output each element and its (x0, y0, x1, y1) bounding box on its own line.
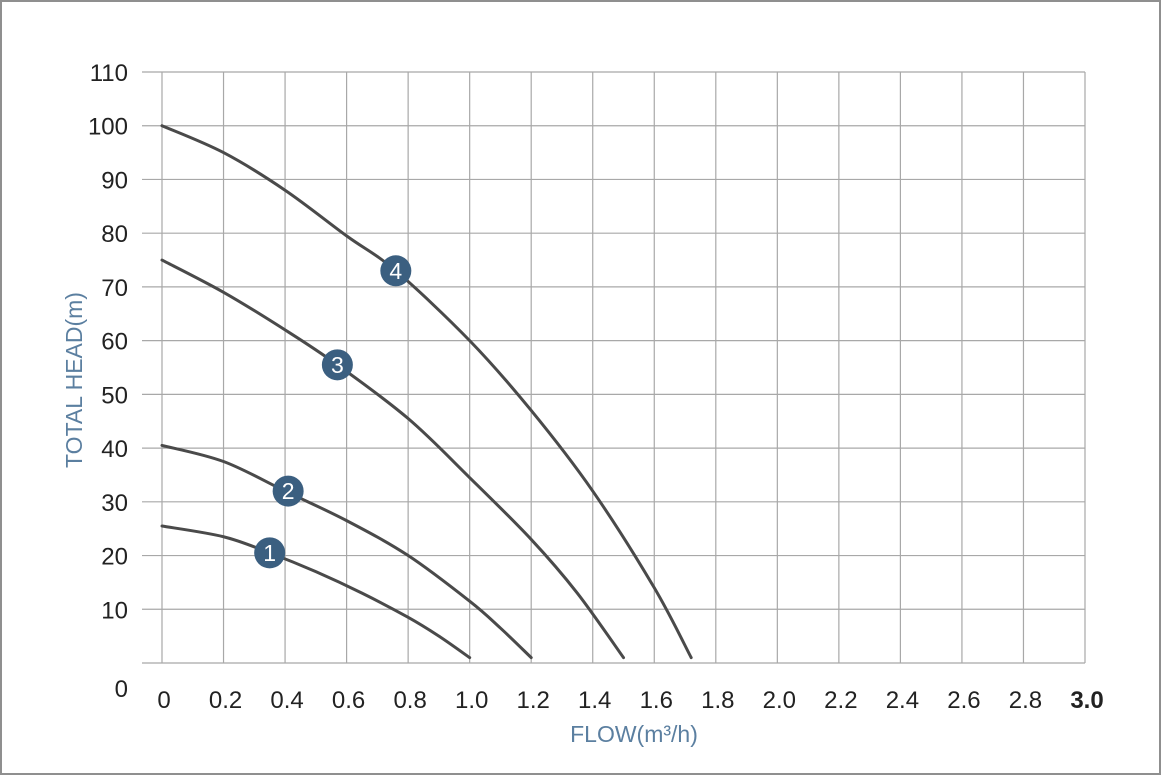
x-tick-label: 0 (157, 687, 170, 714)
marker-label: 1 (263, 540, 276, 566)
y-tick-label: 40 (101, 436, 128, 463)
marker-label: 3 (331, 352, 344, 378)
x-tick-label: 0.4 (270, 687, 303, 714)
x-tick-label: 1.8 (701, 687, 734, 714)
y-tick-label: 80 (101, 221, 128, 248)
chart-grid (142, 71, 1086, 664)
y-tick-label: 110 (90, 60, 128, 87)
x-tick-label: 0.6 (332, 687, 365, 714)
marker-label: 2 (282, 478, 295, 504)
x-tick-label: 2.0 (763, 687, 796, 714)
y-tick-label: 20 (101, 544, 128, 571)
curves (160, 124, 693, 660)
curve-marker-4: 4 (380, 255, 412, 287)
x-tick-label: 2.6 (947, 687, 980, 714)
y-tick-label: 90 (101, 167, 128, 194)
y-tick-label: 50 (101, 382, 128, 409)
x-axis-label: FLOW(m³/h) (570, 721, 698, 747)
x-tick-label: 0.8 (393, 687, 426, 714)
y-axis-label: TOTAL HEAD(m) (61, 292, 87, 468)
y-tick-label: 100 (88, 114, 128, 141)
x-tick-label: 0.2 (209, 687, 242, 714)
x-tick-label: 1.6 (640, 687, 673, 714)
x-tick-label: 1.4 (578, 687, 611, 714)
curve-1 (160, 524, 472, 660)
x-axis-ticks: 0 0.2 0.4 0.6 0.8 1.0 1.2 1.4 1.6 1.8 2.0 2.2 2.4 2.6… (157, 687, 1103, 714)
y-tick-label: 10 (101, 597, 128, 624)
y-tick-label: 0 (115, 676, 128, 703)
marker-circle (272, 475, 304, 507)
marker-circle (380, 255, 412, 287)
marker-circle (254, 537, 286, 569)
y-axis-ticks: 0 10 20 30 40 50 60 70 80 90 100 110 (88, 60, 128, 703)
y-tick-label: 60 (101, 329, 128, 356)
x-tick-label: 3.0 (1070, 687, 1103, 714)
x-tick-label: 1.0 (455, 687, 488, 714)
curve-marker-3: 3 (321, 349, 353, 381)
marker-circle (321, 349, 353, 381)
y-tick-label: 30 (101, 490, 128, 517)
curve-2 (160, 443, 533, 660)
curve-markers: 1 2 3 4 (254, 255, 412, 569)
x-tick-label: 2.4 (886, 687, 919, 714)
curve-3 (160, 258, 625, 660)
x-tick-label: 1.2 (517, 687, 550, 714)
curve-4 (160, 124, 693, 660)
x-tick-label: 2.2 (824, 687, 857, 714)
x-tick-label: 2.8 (1009, 687, 1042, 714)
curve-marker-2: 2 (272, 475, 304, 507)
y-tick-label: 70 (101, 275, 128, 302)
curve-marker-1: 1 (254, 537, 286, 569)
marker-label: 4 (389, 258, 402, 284)
